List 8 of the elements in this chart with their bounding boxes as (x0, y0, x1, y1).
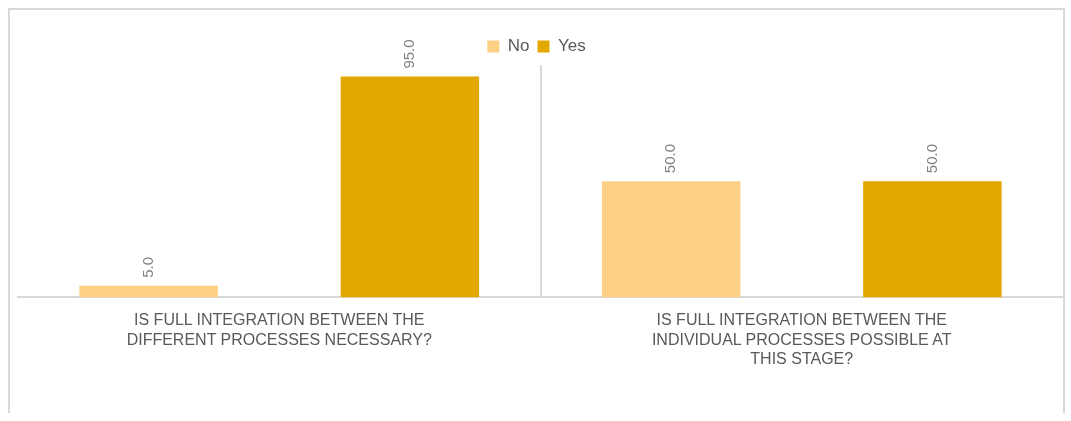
legend-label: Yes (558, 36, 586, 56)
legend-label: No (507, 36, 530, 56)
data-label: 50.0 (661, 144, 679, 174)
x-tick-label: IS FULL INTEGRATION BETWEEN THE INDIVIDUAL PROCESSES POSSIBLE AT THIS STAGE? (651, 311, 952, 367)
data-label: 50.0 (922, 144, 940, 174)
data-label: 5.0 (138, 256, 156, 278)
data-label: 95.0 (400, 39, 418, 69)
x-tick-label: IS FULL INTEGRATION BETWEEN THE DIFFERENT PROCESSES NECESSARY? (126, 311, 432, 348)
